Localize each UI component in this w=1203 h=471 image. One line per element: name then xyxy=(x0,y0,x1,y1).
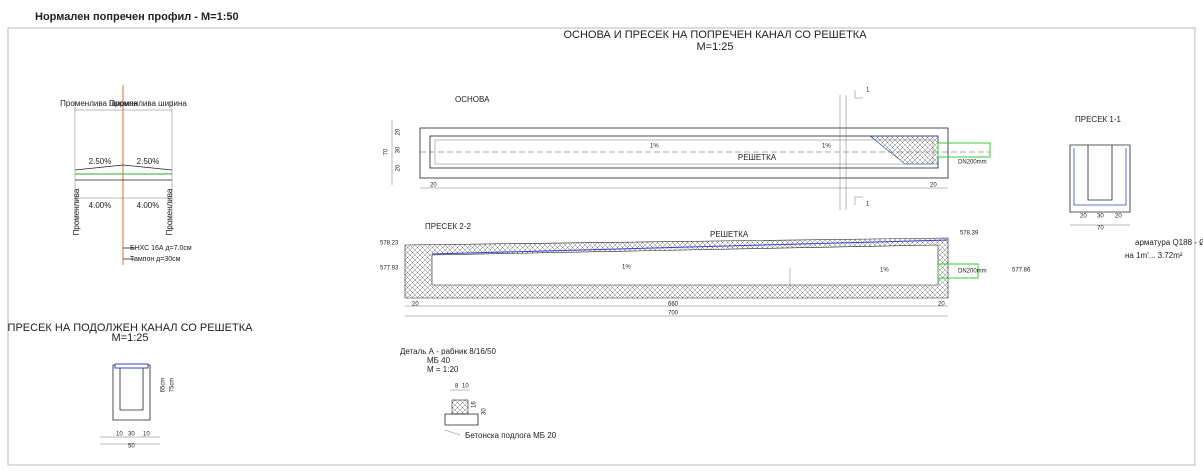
detail-concrete: МБ 40 xyxy=(427,356,451,365)
dim-label: 20 xyxy=(1115,214,1122,220)
dim-label: 10 xyxy=(143,432,150,438)
grate-label: РЕШЕТКА xyxy=(738,153,777,162)
dim-label: 30 xyxy=(482,408,488,415)
dim-label: 30 xyxy=(396,146,402,153)
dim-label: 8 xyxy=(455,384,459,390)
level-label: 578.23 xyxy=(380,241,399,247)
slope-label: 2.50% xyxy=(137,157,160,166)
plan-label: ОСНОВА xyxy=(455,95,490,104)
section-1-1 xyxy=(1069,144,1131,226)
dim-label: 20 xyxy=(396,128,402,135)
detail-drawing xyxy=(444,389,479,436)
layer-label: БНХС 16А д=7.0см xyxy=(130,245,192,252)
slope-label: 4.00% xyxy=(137,201,160,210)
road-profile xyxy=(74,85,173,265)
dim-label: 70 xyxy=(384,148,390,155)
dim-label: 20 xyxy=(1080,214,1087,220)
detail-base: Бетонска подлога МБ 20 xyxy=(465,431,557,440)
dim-label: 20 xyxy=(430,183,437,189)
dim-label: 16 xyxy=(472,401,478,408)
dim-label: 20 xyxy=(412,302,419,308)
dim-label: 70 xyxy=(1097,226,1104,232)
level-label: 578.39 xyxy=(960,231,979,237)
slope-label: 1% xyxy=(880,268,889,274)
level-label: 577.86 xyxy=(1012,268,1031,274)
level-label: 577.93 xyxy=(380,266,399,272)
cut-mark: 1 xyxy=(866,88,870,94)
dim-label: 10 xyxy=(462,384,469,390)
dim-label: 20 xyxy=(938,302,945,308)
slope-label: 1% xyxy=(650,144,659,150)
plan-view xyxy=(391,90,991,210)
section-label: ПРЕСЕК 2-2 xyxy=(425,222,472,231)
longitudinal-section xyxy=(100,363,160,445)
dim-label: 75cm xyxy=(170,378,176,393)
detail-scale: М = 1:20 xyxy=(427,365,459,374)
section-label: ПРЕСЕК 1-1 xyxy=(1075,115,1122,124)
section-scale: М=1:25 xyxy=(112,332,149,344)
slope-label: 4.00% xyxy=(89,201,112,210)
frame xyxy=(7,27,1196,466)
dim-label: 20 xyxy=(396,164,402,171)
layer-label: Тампон д=30см xyxy=(130,256,181,263)
side-label: Променлива xyxy=(72,188,81,235)
pipe-label: DN200mm xyxy=(958,269,987,275)
width-label: Променлива ширина xyxy=(60,99,138,108)
pipe-label: DN200mm xyxy=(958,160,987,166)
slope-label: 2.50% xyxy=(89,157,112,166)
dim-label: 30 xyxy=(1097,214,1104,220)
plan-scale: М=1:25 xyxy=(697,41,734,53)
grate-label: РЕШЕТКА xyxy=(710,230,749,239)
dim-label: 65cm xyxy=(161,378,167,393)
reinforcement-label: на 1m'... 3.72m² xyxy=(1125,251,1183,260)
side-label: Променлива xyxy=(165,188,174,235)
dim-label: 20 xyxy=(930,183,937,189)
reinforcement-label: арматура Q188 - Ø6/1 xyxy=(1135,238,1203,247)
dim-label: 700 xyxy=(668,311,679,317)
dim-label: 30 xyxy=(128,432,135,438)
dim-label: 10 xyxy=(116,432,123,438)
section-2-2 xyxy=(404,237,979,317)
plan-title: ОСНОВА И ПРЕСЕК НА ПОПРЕЧЕН КАНАЛ СО РЕШ… xyxy=(563,29,867,41)
cut-mark: 1 xyxy=(866,202,870,208)
detail-title: Деталь А - рабник 8/16/50 xyxy=(400,347,496,356)
section-title: ПРЕСЕК НА ПОДОЛЖЕН КАНАЛ СО РЕШЕТКА xyxy=(8,322,254,334)
slope-label: 1% xyxy=(622,265,631,271)
dim-label: 50 xyxy=(128,444,135,450)
dim-label: 660 xyxy=(668,302,679,308)
slope-label: 1% xyxy=(822,144,831,150)
width-label: Променлива ширина xyxy=(109,99,187,108)
title: Нормален попречен профил - М=1:50 xyxy=(35,11,239,23)
